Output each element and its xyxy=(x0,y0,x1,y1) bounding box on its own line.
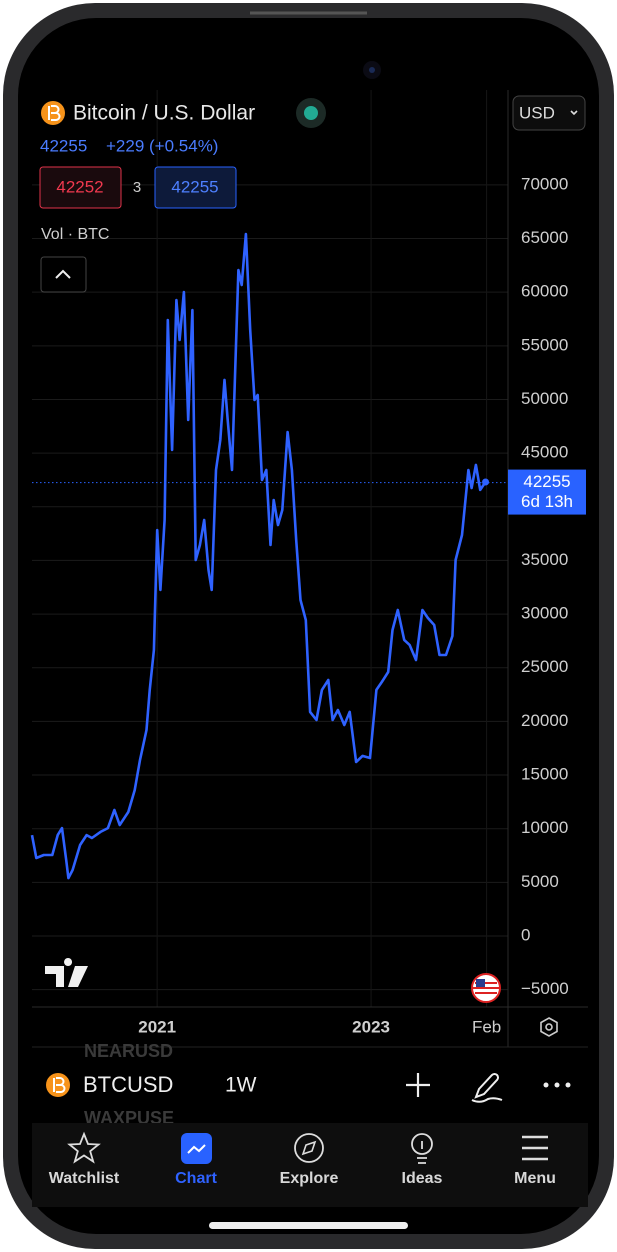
more-dot[interactable] xyxy=(543,1082,549,1088)
faded-symbol: NEARUSD xyxy=(84,1041,173,1061)
currency[interactable]: USD xyxy=(519,103,555,122)
settings-icon-center xyxy=(545,1023,553,1031)
tab-label[interactable]: Watchlist xyxy=(49,1170,120,1187)
y-tick-label: 65000 xyxy=(521,228,568,247)
menu-icon[interactable] xyxy=(522,1135,548,1161)
watchlist-icon[interactable] xyxy=(67,1131,101,1164)
bid-price[interactable]: 42252 xyxy=(56,177,103,196)
y-tick-label: 45000 xyxy=(521,443,568,462)
sell-button[interactable] xyxy=(39,166,122,209)
y-tick-label: 15000 xyxy=(521,765,568,784)
plot-area xyxy=(30,90,508,1007)
more-dot[interactable] xyxy=(565,1082,571,1088)
last-point xyxy=(482,478,490,486)
more-dot[interactable] xyxy=(554,1082,560,1088)
y-tick-label: 0 xyxy=(521,925,530,944)
y-tick-label: 10000 xyxy=(521,818,568,837)
current-price-box xyxy=(508,469,586,515)
y-tick-label: 55000 xyxy=(521,335,568,354)
buy-button[interactable] xyxy=(154,166,237,209)
x-tick-label: Feb xyxy=(472,1017,501,1036)
volume-label: Vol · BTC xyxy=(41,226,109,243)
price-change: +229 (+0.54%) xyxy=(106,136,218,155)
chevron xyxy=(570,110,578,116)
y-tick-label: 5000 xyxy=(521,872,559,891)
coin-glyph xyxy=(53,1077,66,1093)
camera-lens xyxy=(369,67,375,73)
flag-canton xyxy=(476,979,485,987)
price-line xyxy=(30,232,487,880)
market-status-dot xyxy=(304,106,318,120)
brand-logo xyxy=(45,958,88,987)
draw-button[interactable] xyxy=(471,1072,503,1103)
currency-button[interactable] xyxy=(512,95,586,131)
y-tick-label: 60000 xyxy=(521,282,568,301)
spread: 3 xyxy=(133,179,141,196)
toolbar-symbol[interactable]: BTCUSD xyxy=(83,1072,173,1097)
chevron-up xyxy=(55,269,71,279)
ask-price[interactable]: 42255 xyxy=(171,177,218,196)
chart-icon-line xyxy=(187,1144,206,1154)
current-price-label: 42255 xyxy=(523,472,570,491)
settings-icon[interactable] xyxy=(540,1017,558,1037)
tab-label[interactable]: Chart xyxy=(175,1170,217,1187)
y-tick-label: 35000 xyxy=(521,550,568,569)
y-tick-label: 70000 xyxy=(521,174,568,193)
explore-icon[interactable] xyxy=(294,1133,324,1163)
y-tick-label: 25000 xyxy=(521,657,568,676)
y-tick-label: 50000 xyxy=(521,389,568,408)
tab-label[interactable]: Ideas xyxy=(402,1170,443,1187)
collapse-button[interactable] xyxy=(40,256,87,293)
tab-label[interactable]: Explore xyxy=(280,1170,339,1187)
tab-bar xyxy=(32,1123,588,1207)
explore-needle xyxy=(301,1140,317,1156)
symbol-name[interactable]: Bitcoin / U.S. Dollar xyxy=(73,102,255,125)
y-tick-label: 20000 xyxy=(521,711,568,730)
countdown: 6d 13h xyxy=(521,492,573,511)
coin-glyph xyxy=(48,105,61,121)
home-indicator xyxy=(209,1222,408,1229)
faded-symbol: WAXPUSE xyxy=(84,1108,174,1128)
x-tick-label: 2023 xyxy=(352,1017,390,1036)
x-tick-label: 2021 xyxy=(138,1017,176,1036)
ideas-bulb-base xyxy=(417,1141,427,1164)
add-button[interactable] xyxy=(406,1073,430,1097)
y-tick-label: −5000 xyxy=(521,979,569,998)
tab-label[interactable]: Menu xyxy=(514,1170,556,1187)
screen xyxy=(18,18,599,1234)
ideas-icon[interactable] xyxy=(411,1133,433,1155)
last-price: 42255 xyxy=(40,136,87,155)
y-tick-label: 30000 xyxy=(521,604,568,623)
interval[interactable]: 1W xyxy=(225,1074,257,1097)
